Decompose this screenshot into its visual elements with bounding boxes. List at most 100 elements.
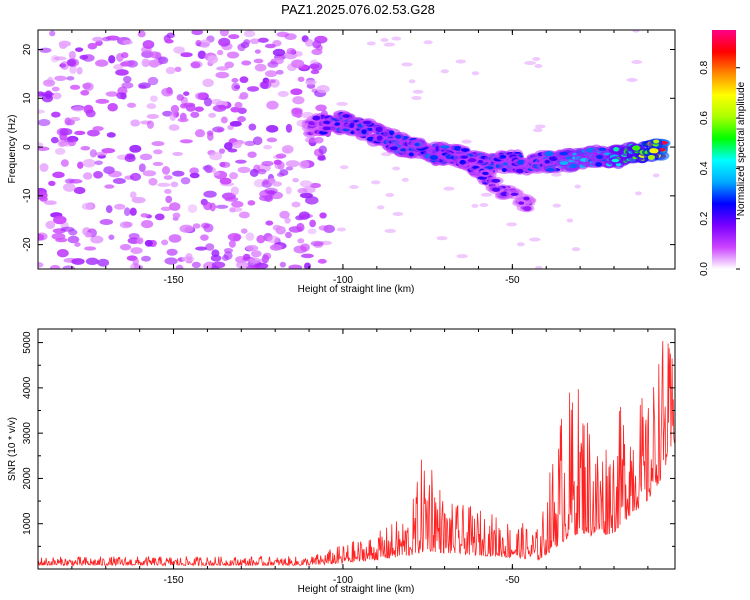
spectrogram-cell [126,60,138,68]
spectrogram-cell [570,163,578,169]
spectrogram-cell [38,146,50,151]
spectrogram-cell [252,136,263,146]
spectrogram-cell [261,160,274,167]
spectrogram-cell [220,116,228,124]
spectrogram-cell [362,120,372,125]
spectrogram-cell [52,92,62,100]
spectrogram-cell [164,188,172,194]
spectrogram-cell [305,79,317,85]
spectrogram-cell [203,223,214,233]
spectrogram-cell [154,213,165,221]
spectrogram-cell [142,170,157,177]
spectrogram-cell [224,61,235,69]
spectrogram-cell [277,90,289,98]
spectrogram-cell [119,243,132,251]
spectrogram-cell [142,40,155,49]
spectrogram-cell [75,47,84,52]
spectrogram-cell [459,159,466,165]
spectrogram-cell [54,75,67,81]
snr-x-axis-label: Height of straight line (km) [298,584,415,595]
spectrogram-cell [532,56,541,61]
colorbar-ticks: 0.0 0.2 0.4 0.6 0.8 [699,60,740,276]
spectrogram-cell [120,61,130,67]
spectrogram-cell [408,79,416,84]
spectrogram-cell [544,151,554,157]
spectrogram-cell [230,186,239,196]
spectrogram-cell [45,220,56,229]
spectrogram-cell [152,161,164,166]
spectrogram-cell [249,257,261,264]
spectrogram-cell [263,144,272,150]
spectrogram-cell [173,46,185,54]
spectrogram-cell [170,181,179,188]
spectrogram-cell [305,196,319,205]
spectrogram-cell [38,142,44,147]
spectrogram-cell [95,151,108,156]
spectrogram-cell [39,163,49,172]
spectrogram-cell [297,188,308,194]
spectrogram-cell [112,177,126,185]
spectrogram-cell [194,106,204,112]
spectrogram-cell [342,114,350,118]
spectrogram-cell [273,159,282,165]
spectrogram-cell [149,95,158,102]
spectrogram-cell [63,182,76,192]
spectrogram-cell [50,136,59,144]
spectrogram-cell [412,89,424,94]
spectrogram-cell [215,204,229,209]
spectrogram-cell [121,82,134,89]
spectrogram-cell [454,145,462,151]
spectrogram-cell [211,265,220,269]
spectrogram-cell [141,58,150,68]
snr-frame [37,328,676,570]
spectrogram-cell [189,172,200,179]
spectrogram-cell [51,86,60,92]
colorbar-tick-label: 0.8 [699,60,710,74]
spectrogram-cell [43,200,57,206]
spectrogram-cell [107,103,118,112]
spectrogram-cell [334,122,341,126]
spectrogram-cell [384,228,397,233]
spectrogram-cell [245,244,259,252]
spectrogram-cell [392,211,404,216]
spectrogram-cell [53,215,67,225]
spectrogram-cell [180,52,193,58]
spectrogram-cell [64,117,72,126]
spectrogram-cell [314,136,324,144]
spectrogram-cell [38,262,44,268]
spectrogram-cell [138,82,151,89]
spectrogram-cell [296,222,305,232]
spectrogram-cell [209,151,223,161]
spectrogram-cell [266,100,279,110]
spectrogram-cell [223,142,233,151]
spectrogram-cell [375,126,383,132]
spectrogram-cell [479,202,489,207]
spectrogram-cell [231,78,239,83]
spectrogram-cell [115,69,129,76]
spectrogram-cell [380,38,389,43]
spectrogram-cell [227,233,242,241]
spectrogram-cell [163,175,173,180]
spectrogram-cell [388,130,395,136]
spectrogram-cell [132,257,139,266]
spectrogram-cell [336,101,349,106]
spectrogram-cell [401,62,413,67]
spectrogram-cell [105,91,119,97]
y-tick-label: 0 [22,144,33,150]
spectrogram-cell [146,120,154,129]
spectrogram-cell [376,205,385,210]
spectrogram-cell [653,139,660,144]
spectrogram-cell [275,225,286,235]
spectrogram-cell [322,126,331,131]
spectrogram-cell [534,124,546,129]
spectrogram-cell [218,37,231,47]
spectrogram-cell [571,247,581,252]
spectrogram-cell [67,235,80,244]
spectrogram-cell [574,184,581,189]
spectrogram-cell [60,226,75,232]
spectrogram-cell [298,211,311,220]
spectrogram-frame [37,29,676,270]
spectrogram-cell [250,250,262,258]
spectrogram-cell [179,139,193,144]
